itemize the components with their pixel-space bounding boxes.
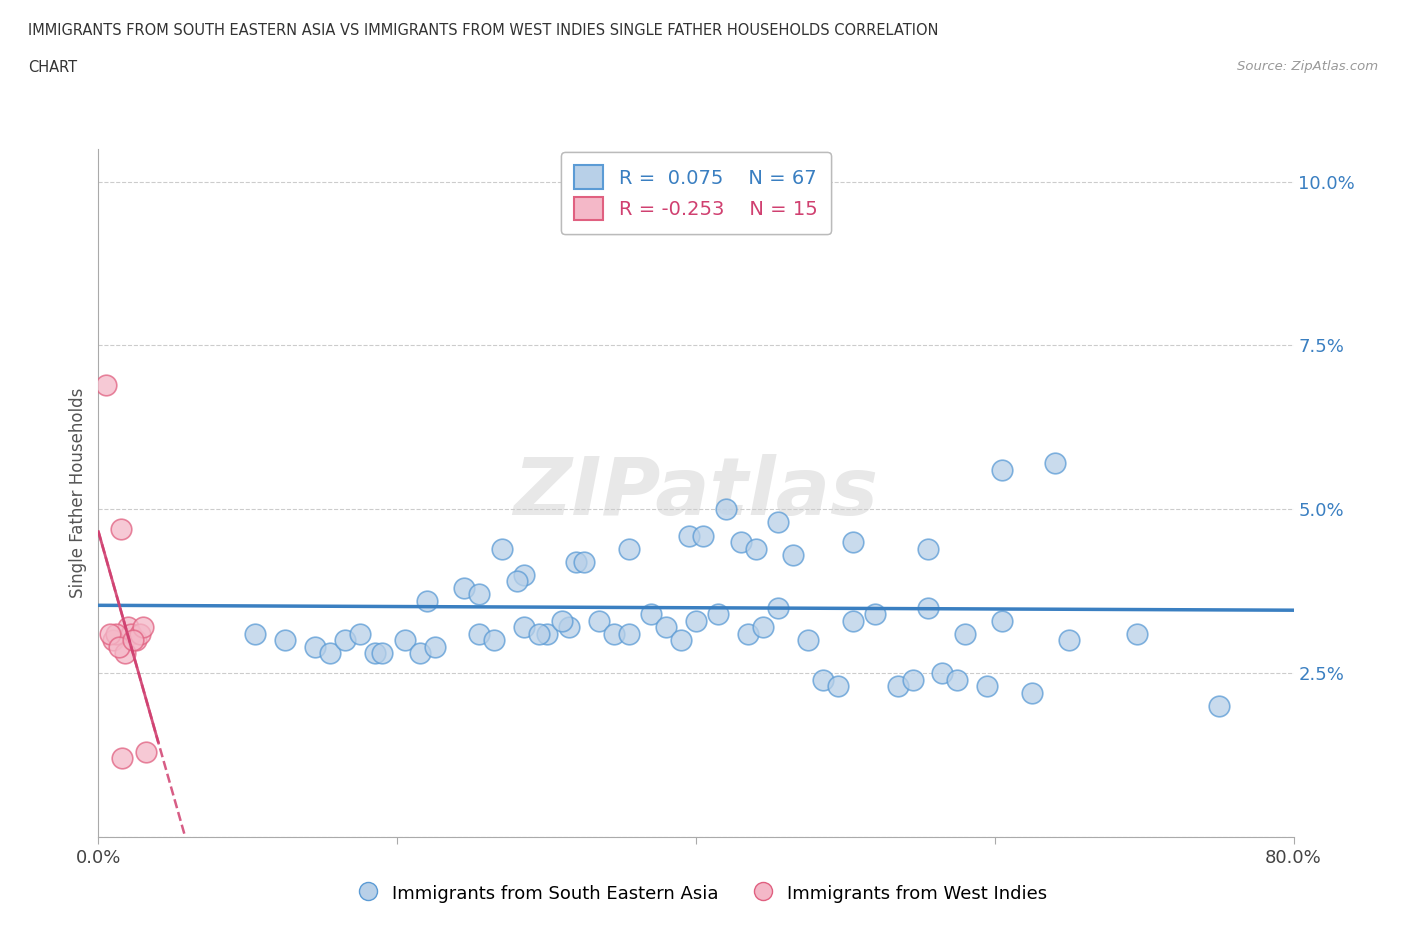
- Point: [953, 627, 976, 642]
- Point: [132, 619, 155, 634]
- Point: [572, 554, 595, 569]
- Point: [94, 378, 117, 392]
- Text: CHART: CHART: [28, 60, 77, 75]
- Point: [692, 528, 714, 543]
- Point: [797, 633, 820, 648]
- Text: IMMIGRANTS FROM SOUTH EASTERN ASIA VS IMMIGRANTS FROM WEST INDIES SINGLE FATHER : IMMIGRANTS FROM SOUTH EASTERN ASIA VS IM…: [28, 23, 939, 38]
- Point: [588, 613, 610, 628]
- Point: [506, 574, 529, 589]
- Legend: R =  0.075    N = 67, R = -0.253    N = 15: R = 0.075 N = 67, R = -0.253 N = 15: [561, 152, 831, 234]
- Point: [349, 627, 371, 642]
- Point: [685, 613, 707, 628]
- Point: [707, 606, 730, 621]
- Point: [603, 627, 626, 642]
- Point: [617, 541, 640, 556]
- Point: [655, 619, 678, 634]
- Point: [811, 672, 834, 687]
- Point: [105, 627, 128, 642]
- Point: [103, 633, 125, 648]
- Point: [536, 627, 558, 642]
- Point: [117, 619, 139, 634]
- Point: [513, 619, 536, 634]
- Point: [371, 646, 394, 661]
- Point: [333, 633, 356, 648]
- Point: [669, 633, 692, 648]
- Point: [886, 679, 908, 694]
- Point: [394, 633, 416, 648]
- Point: [408, 646, 430, 661]
- Point: [319, 646, 342, 661]
- Point: [484, 633, 506, 648]
- Point: [527, 627, 550, 642]
- Point: [304, 640, 326, 655]
- Point: [865, 606, 887, 621]
- Legend: Immigrants from South Eastern Asia, Immigrants from West Indies: Immigrants from South Eastern Asia, Immi…: [352, 875, 1054, 911]
- Point: [737, 627, 759, 642]
- Point: [766, 600, 789, 615]
- Point: [976, 679, 998, 694]
- Point: [416, 593, 439, 608]
- Point: [1125, 627, 1147, 642]
- Point: [98, 627, 122, 642]
- Text: ZIPatlas: ZIPatlas: [513, 454, 879, 532]
- Point: [125, 633, 148, 648]
- Point: [617, 627, 640, 642]
- Text: Source: ZipAtlas.com: Source: ZipAtlas.com: [1237, 60, 1378, 73]
- Point: [991, 613, 1014, 628]
- Point: [550, 613, 572, 628]
- Point: [129, 627, 152, 642]
- Point: [931, 666, 953, 681]
- Point: [730, 535, 752, 550]
- Point: [468, 627, 491, 642]
- Point: [766, 515, 789, 530]
- Point: [917, 541, 939, 556]
- Point: [714, 502, 737, 517]
- Point: [678, 528, 700, 543]
- Point: [120, 627, 142, 642]
- Point: [1208, 698, 1230, 713]
- Point: [110, 522, 132, 537]
- Point: [640, 606, 662, 621]
- Point: [745, 541, 768, 556]
- Point: [565, 554, 588, 569]
- Point: [1021, 685, 1043, 700]
- Point: [121, 633, 143, 648]
- Point: [245, 627, 267, 642]
- Point: [827, 679, 849, 694]
- Y-axis label: Single Father Households: Single Father Households: [69, 388, 87, 598]
- Point: [108, 640, 131, 655]
- Point: [917, 600, 939, 615]
- Point: [1043, 456, 1066, 471]
- Point: [842, 535, 865, 550]
- Point: [423, 640, 446, 655]
- Point: [946, 672, 969, 687]
- Point: [135, 744, 157, 759]
- Point: [114, 646, 136, 661]
- Point: [991, 462, 1014, 477]
- Point: [752, 619, 775, 634]
- Point: [565, 206, 588, 221]
- Point: [782, 548, 804, 563]
- Point: [491, 541, 513, 556]
- Point: [901, 672, 924, 687]
- Point: [842, 613, 865, 628]
- Point: [453, 580, 475, 595]
- Point: [468, 587, 491, 602]
- Point: [513, 567, 536, 582]
- Point: [1059, 633, 1081, 648]
- Point: [558, 619, 581, 634]
- Point: [111, 751, 134, 765]
- Point: [274, 633, 297, 648]
- Point: [364, 646, 387, 661]
